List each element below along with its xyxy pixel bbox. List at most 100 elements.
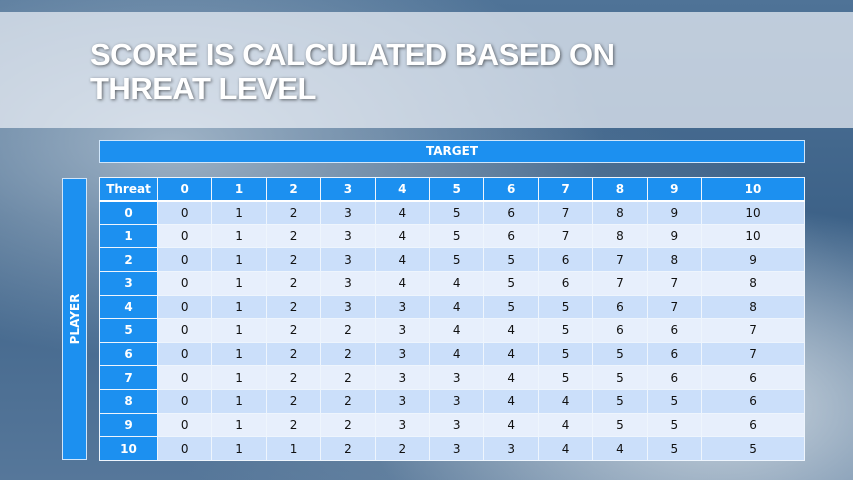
threat-score-table: Threat 0 1 2 3 4 5 6 7 8 9 10 0 0 1 2 3 4 5 6 7 8 9 10 1 0 1 2 3 4 5… bbox=[99, 177, 805, 461]
score-cell: 6 bbox=[646, 341, 703, 367]
player-header: PLAYER bbox=[62, 178, 87, 460]
score-cell: 1 bbox=[211, 247, 267, 272]
score-cell: 2 bbox=[320, 389, 376, 414]
score-cell: 2 bbox=[374, 436, 431, 461]
score-cell: 4 bbox=[429, 294, 485, 320]
score-cell: 5 bbox=[646, 436, 703, 461]
target-header: TARGET bbox=[99, 140, 805, 163]
score-cell: 5 bbox=[483, 294, 539, 320]
score-cell: 2 bbox=[320, 341, 376, 367]
score-cell: 3 bbox=[320, 200, 376, 225]
score-cell: 5 bbox=[537, 365, 594, 390]
table-row: 10 0 1 1 2 2 3 3 4 4 5 5 bbox=[99, 436, 805, 461]
score-cell: 5 bbox=[592, 412, 648, 438]
score-cell: 5 bbox=[483, 270, 539, 296]
corner-cell: Threat bbox=[99, 177, 158, 202]
score-cell: 8 bbox=[592, 200, 648, 225]
row-header: 4 bbox=[99, 294, 158, 320]
score-cell: 4 bbox=[483, 389, 539, 414]
score-cell: 5 bbox=[537, 341, 594, 367]
score-cell: 5 bbox=[701, 436, 805, 461]
score-cell: 3 bbox=[483, 436, 539, 461]
score-cell: 1 bbox=[211, 365, 267, 390]
table-row: 0 0 1 2 3 4 5 6 7 8 9 10 bbox=[99, 200, 805, 225]
score-cell: 1 bbox=[211, 389, 267, 414]
score-cell: 7 bbox=[646, 294, 703, 320]
slide-title: SCORE IS CALCULATED BASED ON THREAT LEVE… bbox=[90, 38, 615, 106]
score-cell: 6 bbox=[537, 270, 594, 296]
score-cell: 3 bbox=[429, 436, 485, 461]
score-cell: 4 bbox=[592, 436, 648, 461]
score-cell: 2 bbox=[265, 294, 322, 320]
score-cell: 5 bbox=[537, 294, 594, 320]
row-header: 2 bbox=[99, 247, 158, 272]
column-header: 6 bbox=[483, 177, 539, 202]
score-cell: 5 bbox=[429, 223, 485, 249]
title-line-1: SCORE IS CALCULATED BASED ON bbox=[90, 37, 615, 72]
column-header: 8 bbox=[592, 177, 648, 202]
score-cell: 0 bbox=[156, 436, 213, 461]
row-header: 7 bbox=[99, 365, 158, 390]
score-cell: 0 bbox=[156, 294, 213, 320]
score-cell: 4 bbox=[429, 318, 485, 343]
column-header: 5 bbox=[429, 177, 485, 202]
row-header: 9 bbox=[99, 412, 158, 438]
score-cell: 5 bbox=[537, 318, 594, 343]
score-cell: 7 bbox=[592, 247, 648, 272]
score-cell: 2 bbox=[265, 318, 322, 343]
score-cell: 5 bbox=[429, 247, 485, 272]
score-cell: 2 bbox=[265, 270, 322, 296]
score-cell: 10 bbox=[701, 200, 805, 225]
score-cell: 9 bbox=[701, 247, 805, 272]
score-cell: 6 bbox=[483, 200, 539, 225]
score-cell: 0 bbox=[156, 200, 213, 225]
score-cell: 7 bbox=[537, 223, 594, 249]
score-cell: 2 bbox=[320, 412, 376, 438]
column-header: 7 bbox=[537, 177, 594, 202]
score-cell: 7 bbox=[701, 318, 805, 343]
score-cell: 6 bbox=[701, 365, 805, 390]
score-cell: 4 bbox=[429, 341, 485, 367]
row-header: 0 bbox=[99, 200, 158, 225]
score-cell: 7 bbox=[592, 270, 648, 296]
score-cell: 0 bbox=[156, 365, 213, 390]
score-cell: 6 bbox=[701, 412, 805, 438]
score-cell: 3 bbox=[320, 294, 376, 320]
score-cell: 2 bbox=[265, 389, 322, 414]
score-cell: 4 bbox=[374, 247, 431, 272]
column-header: 0 bbox=[156, 177, 213, 202]
row-header: 8 bbox=[99, 389, 158, 414]
score-cell: 4 bbox=[483, 318, 539, 343]
title-line-2: THREAT LEVEL bbox=[90, 71, 316, 106]
score-cell: 8 bbox=[592, 223, 648, 249]
score-cell: 3 bbox=[429, 412, 485, 438]
score-cell: 2 bbox=[265, 365, 322, 390]
score-cell: 6 bbox=[701, 389, 805, 414]
score-cell: 4 bbox=[537, 389, 594, 414]
score-cell: 4 bbox=[483, 412, 539, 438]
score-cell: 2 bbox=[265, 247, 322, 272]
row-header: 1 bbox=[99, 223, 158, 249]
score-cell: 5 bbox=[429, 200, 485, 225]
header-row: Threat 0 1 2 3 4 5 6 7 8 9 10 bbox=[99, 177, 805, 202]
score-cell: 9 bbox=[646, 223, 703, 249]
score-cell: 0 bbox=[156, 389, 213, 414]
score-cell: 6 bbox=[592, 318, 648, 343]
score-cell: 3 bbox=[374, 365, 431, 390]
score-cell: 6 bbox=[483, 223, 539, 249]
score-cell: 9 bbox=[646, 200, 703, 225]
score-cell: 1 bbox=[211, 270, 267, 296]
score-cell: 3 bbox=[320, 247, 376, 272]
title-band bbox=[0, 12, 853, 128]
score-cell: 8 bbox=[701, 294, 805, 320]
score-cell: 7 bbox=[701, 341, 805, 367]
score-cell: 6 bbox=[537, 247, 594, 272]
score-cell: 1 bbox=[211, 200, 267, 225]
column-header: 3 bbox=[320, 177, 376, 202]
score-cell: 7 bbox=[646, 270, 703, 296]
score-cell: 3 bbox=[374, 294, 431, 320]
row-header: 5 bbox=[99, 318, 158, 343]
score-cell: 1 bbox=[211, 294, 267, 320]
